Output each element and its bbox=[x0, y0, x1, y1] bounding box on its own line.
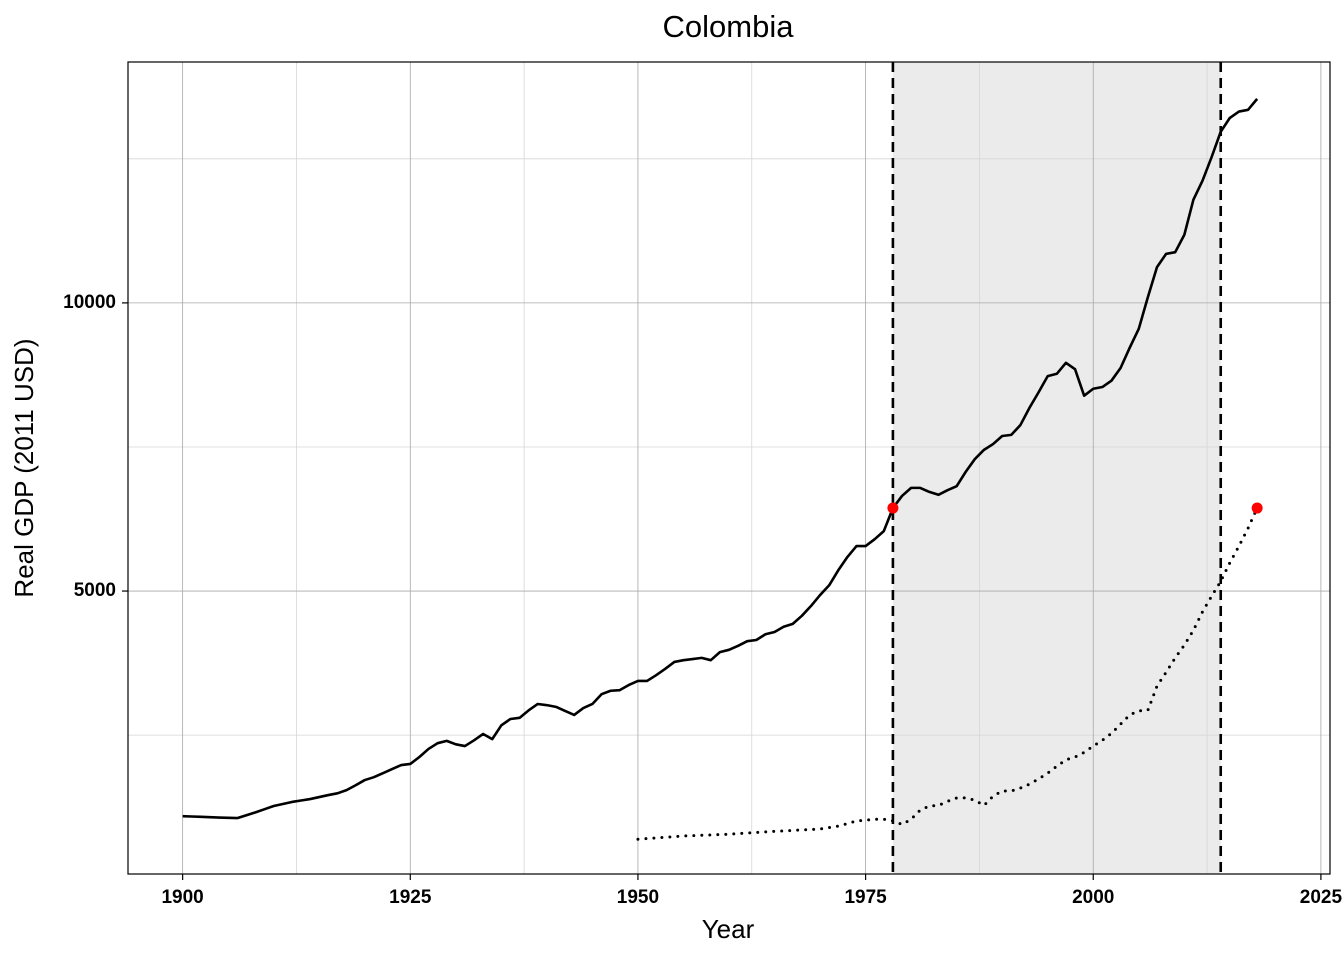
x-tick-label: 1900 bbox=[161, 887, 203, 908]
y-axis-title: Real GDP (2011 USD) bbox=[9, 338, 39, 597]
y-tick-label: 10000 bbox=[63, 292, 116, 313]
point bbox=[1251, 502, 1263, 514]
x-tick-label: 1925 bbox=[389, 887, 432, 908]
shaded-region bbox=[892, 62, 1221, 874]
x-tick-label: 1950 bbox=[617, 887, 659, 908]
plot-frame bbox=[127, 61, 1331, 875]
x-tick-label: 2000 bbox=[1072, 887, 1114, 908]
series-line bbox=[636, 506, 1259, 841]
point bbox=[887, 502, 899, 514]
series-line bbox=[182, 98, 1259, 820]
x-tick-label: 2025 bbox=[1300, 887, 1343, 908]
chart-title: Colombia bbox=[663, 9, 795, 44]
x-tick-label: 1975 bbox=[844, 887, 887, 908]
y-tick-label: 5000 bbox=[74, 580, 116, 601]
x-axis-title: Year bbox=[702, 914, 755, 944]
